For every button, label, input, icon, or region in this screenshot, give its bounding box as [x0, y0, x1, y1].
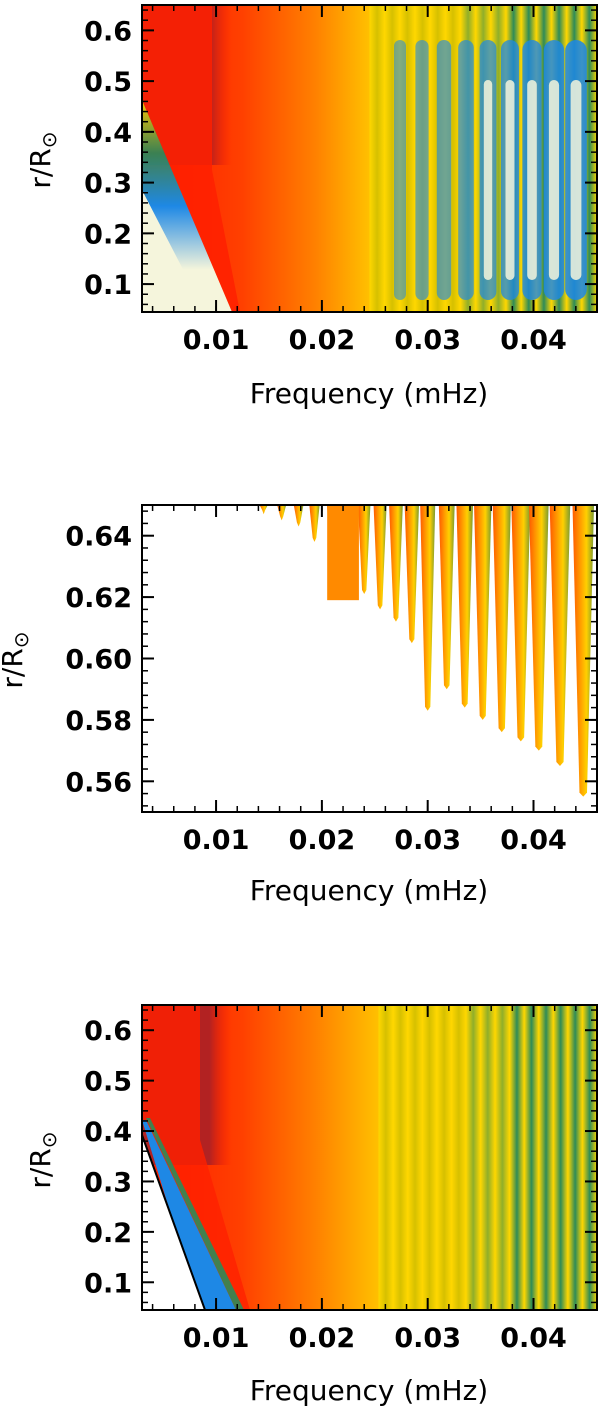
panel-1-red-wedge	[142, 5, 240, 312]
panel-2-x-tick-label: 0.02	[289, 825, 356, 856]
panel-3-x-tick-label: 0.02	[289, 1323, 356, 1354]
panel-3-y-tick-label: 0.1	[84, 1268, 132, 1299]
panel-1-y-axis-title-group: r/R⊙	[24, 131, 61, 188]
wave-column-core	[483, 80, 493, 280]
wave-column-core	[527, 80, 537, 280]
wave-column	[436, 40, 452, 300]
panel-3-cool-strip	[142, 1120, 236, 1310]
panel-1-y-axis-title-sub: ⊙	[37, 131, 61, 148]
panel-3-green-strip	[146, 1118, 244, 1310]
panel-1-frame	[141, 4, 598, 313]
panel-2-y-axis-title-group: r/R⊙	[0, 631, 33, 688]
spike-mark	[404, 505, 420, 644]
wave-column-core	[505, 80, 515, 280]
panel-2-plot-area	[142, 505, 597, 812]
spike-mark	[456, 505, 474, 708]
spike-mark	[549, 505, 571, 766]
spike-mark	[358, 505, 371, 595]
panel-3-x-tick-label: 0.04	[500, 1323, 567, 1354]
panel-1-y-tick-label: 0.2	[84, 219, 132, 250]
spike-mark	[474, 505, 492, 720]
panel-3: 0.01 0.02 0.03 0.04 0.1 0.2 0.3 0.4 0.5 0.6 Frequ…	[24, 1004, 598, 1407]
panel-2-y-tick-label: 0.64	[65, 522, 132, 553]
panel-3-y-axis-title-sub: ⊙	[37, 1131, 61, 1148]
panel-3-x-axis-title: Frequency (mHz)	[250, 1374, 488, 1407]
panel-2: 0.01 0.02 0.03 0.04 0.56 0.58 0.60 0.62 0.64 Fre…	[0, 504, 598, 907]
wave-column-core	[548, 80, 560, 280]
panel-3-x-tick-label: 0.03	[394, 1323, 461, 1354]
panel-3-x-tick-label: 0.01	[183, 1323, 250, 1354]
panel-3-frame	[141, 1004, 598, 1311]
panel-3-y-tick-label: 0.2	[84, 1218, 132, 1249]
panel-1-wave-pattern	[394, 40, 587, 300]
panel-3-y-axis-title: r/R⊙	[24, 1131, 61, 1188]
wave-column	[458, 40, 474, 300]
wave-column-core	[570, 80, 582, 280]
panel-2-y-tick-label: 0.58	[65, 706, 132, 737]
panel-1-y-axis-title-main: r/R	[24, 148, 57, 188]
panel-3-y-tick-label: 0.6	[84, 1016, 132, 1047]
panel-1-x-tick-label: 0.04	[500, 325, 567, 356]
wave-column	[415, 40, 429, 300]
spike-mark	[511, 505, 531, 742]
panel-1: 0.01 0.02 0.03 0.04 0.1 0.2 0.3 0.4 0.5 0.6 Frequ…	[24, 4, 598, 410]
spike-mark	[389, 505, 403, 622]
panel-2-x-axis-title: Frequency (mHz)	[250, 874, 488, 907]
spike-mark	[259, 505, 268, 515]
spike-mark	[528, 505, 549, 751]
panel-3-y-tick-label: 0.5	[84, 1067, 132, 1098]
panel-1-core-center	[142, 190, 205, 312]
panel-3-y-axis-title-group: r/R⊙	[24, 1131, 61, 1188]
panel-3-y-tick-label: 0.3	[84, 1167, 132, 1198]
panel-3-y-axis-title-main: r/R	[24, 1148, 57, 1188]
spike-mark	[438, 505, 455, 690]
panel-3-plot-area	[142, 1005, 597, 1310]
spike-mark	[420, 505, 436, 711]
panel-2-x-tick-label: 0.01	[183, 825, 250, 856]
spike-mark	[572, 505, 594, 797]
panel-1-x-tick-label: 0.02	[289, 325, 356, 356]
panel-2-y-tick-label: 0.60	[65, 645, 132, 676]
panel-1-x-tick-label: 0.01	[183, 325, 250, 356]
panel-3-red-wedge	[142, 1005, 250, 1310]
spike-mark-block	[327, 505, 359, 601]
wave-column	[394, 40, 406, 300]
spike-mark	[373, 505, 387, 610]
panel-1-x-tick-label: 0.03	[394, 325, 461, 356]
panel-2-axes: 0.01 0.02 0.03 0.04 0.56 0.58 0.60 0.62 0.64	[65, 505, 598, 856]
spike-mark	[492, 505, 511, 733]
panel-2-y-tick-label: 0.56	[65, 767, 132, 798]
panel-3-axes: 0.01 0.02 0.03 0.04 0.1 0.2 0.3 0.4 0.5 0.6	[84, 1005, 598, 1354]
panel-1-y-tick-label: 0.6	[84, 16, 132, 47]
panel-2-y-tick-label: 0.62	[65, 583, 132, 614]
panel-1-axes: 0.01 0.02 0.03 0.04 0.1 0.2 0.3 0.4 0.5 0.6	[84, 5, 598, 356]
panel-2-y-axis-title-sub: ⊙	[9, 631, 33, 648]
panel-2-x-tick-label: 0.03	[394, 825, 461, 856]
panel-1-x-axis-title: Frequency (mHz)	[250, 377, 488, 410]
panel-1-plot-area	[142, 5, 597, 312]
panel-3-core-edge	[142, 1134, 206, 1310]
spike-mark	[309, 505, 320, 542]
panel-1-y-tick-label: 0.4	[84, 118, 132, 149]
panel-1-y-tick-label: 0.5	[84, 67, 132, 98]
panel-3-y-tick-label: 0.4	[84, 1117, 132, 1148]
panel-1-y-tick-label: 0.1	[84, 270, 132, 301]
panel-1-y-tick-label: 0.3	[84, 169, 132, 200]
panel-1-y-axis-title: r/R⊙	[24, 131, 61, 188]
panel-2-x-tick-label: 0.04	[500, 825, 567, 856]
panel-2-y-axis-title-main: r/R	[0, 648, 29, 688]
panel-2-y-axis-title: r/R⊙	[0, 631, 33, 688]
